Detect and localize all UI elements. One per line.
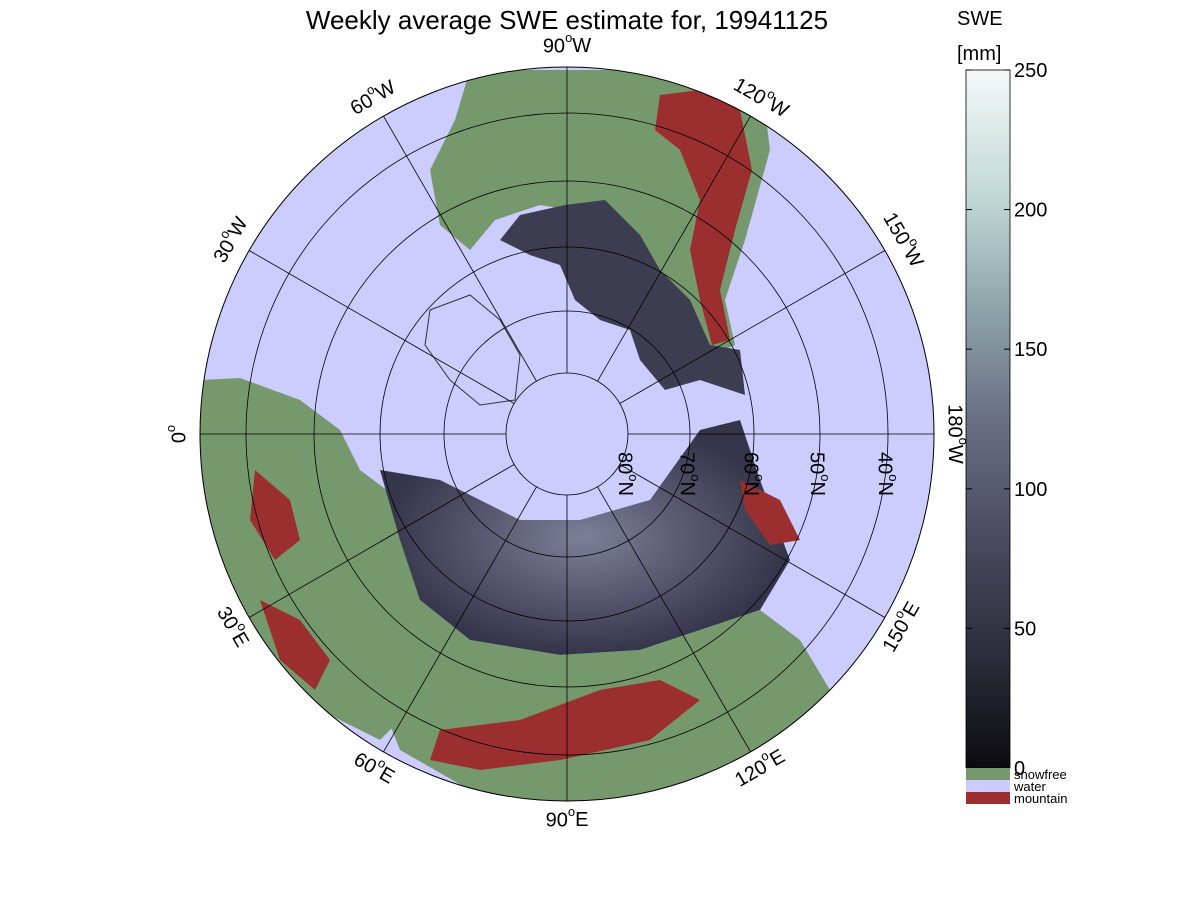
meridian-line	[619, 250, 886, 404]
graticule	[200, 67, 934, 801]
meridians	[200, 67, 934, 801]
meridian-line	[619, 464, 886, 618]
polar-map	[199, 66, 935, 802]
legend-swatch-mountain	[966, 792, 1010, 804]
legend-swatch-water	[966, 780, 1010, 792]
colorbar-label-swe: SWE	[957, 8, 1003, 30]
longitude-label: 0o	[163, 425, 190, 443]
meridian-line	[248, 250, 515, 404]
east-asia-mountains	[740, 480, 800, 545]
legend-swatch-snowfree	[966, 768, 1010, 780]
north-america-snow	[500, 200, 745, 395]
map-border	[199, 66, 935, 802]
rocky-mountains	[655, 90, 752, 345]
colorbar: SWE [mm] 0 50 100 150 200 250 snowfreewatermo…	[957, 8, 1067, 806]
latitude-labels: 80oN 70oN 60oN 50oN 40oN	[614, 452, 901, 496]
longitude-label: 90oW	[543, 30, 591, 57]
longitude-label: 90oE	[546, 804, 589, 831]
degree-sign: o	[163, 425, 178, 432]
meridian-line	[597, 115, 751, 382]
degree-sign: o	[565, 30, 572, 45]
colorbar-tick-label: 50	[1014, 618, 1036, 640]
hemisphere-letter: E	[227, 629, 253, 652]
asia-snow	[380, 420, 790, 655]
legend-label-mountain: mountain	[1014, 791, 1067, 806]
map-title: Weekly average SWE estimate for, 1994112…	[306, 5, 828, 35]
colorbar-label-unit: [mm]	[957, 43, 1001, 65]
degree-sign: o	[956, 438, 971, 445]
legend-label-snowfree: snowfree	[1014, 767, 1067, 782]
meridian-line	[597, 486, 751, 753]
legend-label-water: water	[1013, 779, 1046, 794]
colorbar-tick-label: 250	[1014, 60, 1047, 82]
latitude-label: 60oN	[740, 452, 767, 496]
latitude-label: 40oN	[874, 452, 901, 496]
degree-sign: o	[568, 804, 575, 819]
meridian-line	[383, 486, 537, 753]
latitude-label: 80oN	[614, 452, 641, 496]
hemisphere-letter: E	[575, 809, 588, 831]
meridian-line	[383, 115, 537, 382]
meridian-line	[248, 464, 515, 618]
colorbar-gradient	[965, 69, 1011, 769]
colorbar-ticks: 0 50 100 150 200 250	[966, 60, 1047, 780]
latitude-label: 70oN	[676, 452, 703, 496]
latitude-label: 50oN	[806, 452, 833, 496]
europe-mountains	[250, 470, 330, 690]
landmasses	[200, 70, 830, 801]
hemisphere-letter: W	[572, 35, 591, 57]
hemisphere-letter: W	[372, 77, 399, 106]
colorbar-tick-label: 100	[1014, 479, 1047, 501]
hemisphere-letter: W	[899, 244, 928, 271]
hemisphere-letter: W	[944, 445, 966, 464]
colorbar-tick-label: 0	[1014, 758, 1025, 780]
hemisphere-letter: E	[766, 746, 789, 772]
colorbar-tick-label: 200	[1014, 200, 1047, 222]
colorbar-tick-label: 150	[1014, 339, 1047, 361]
